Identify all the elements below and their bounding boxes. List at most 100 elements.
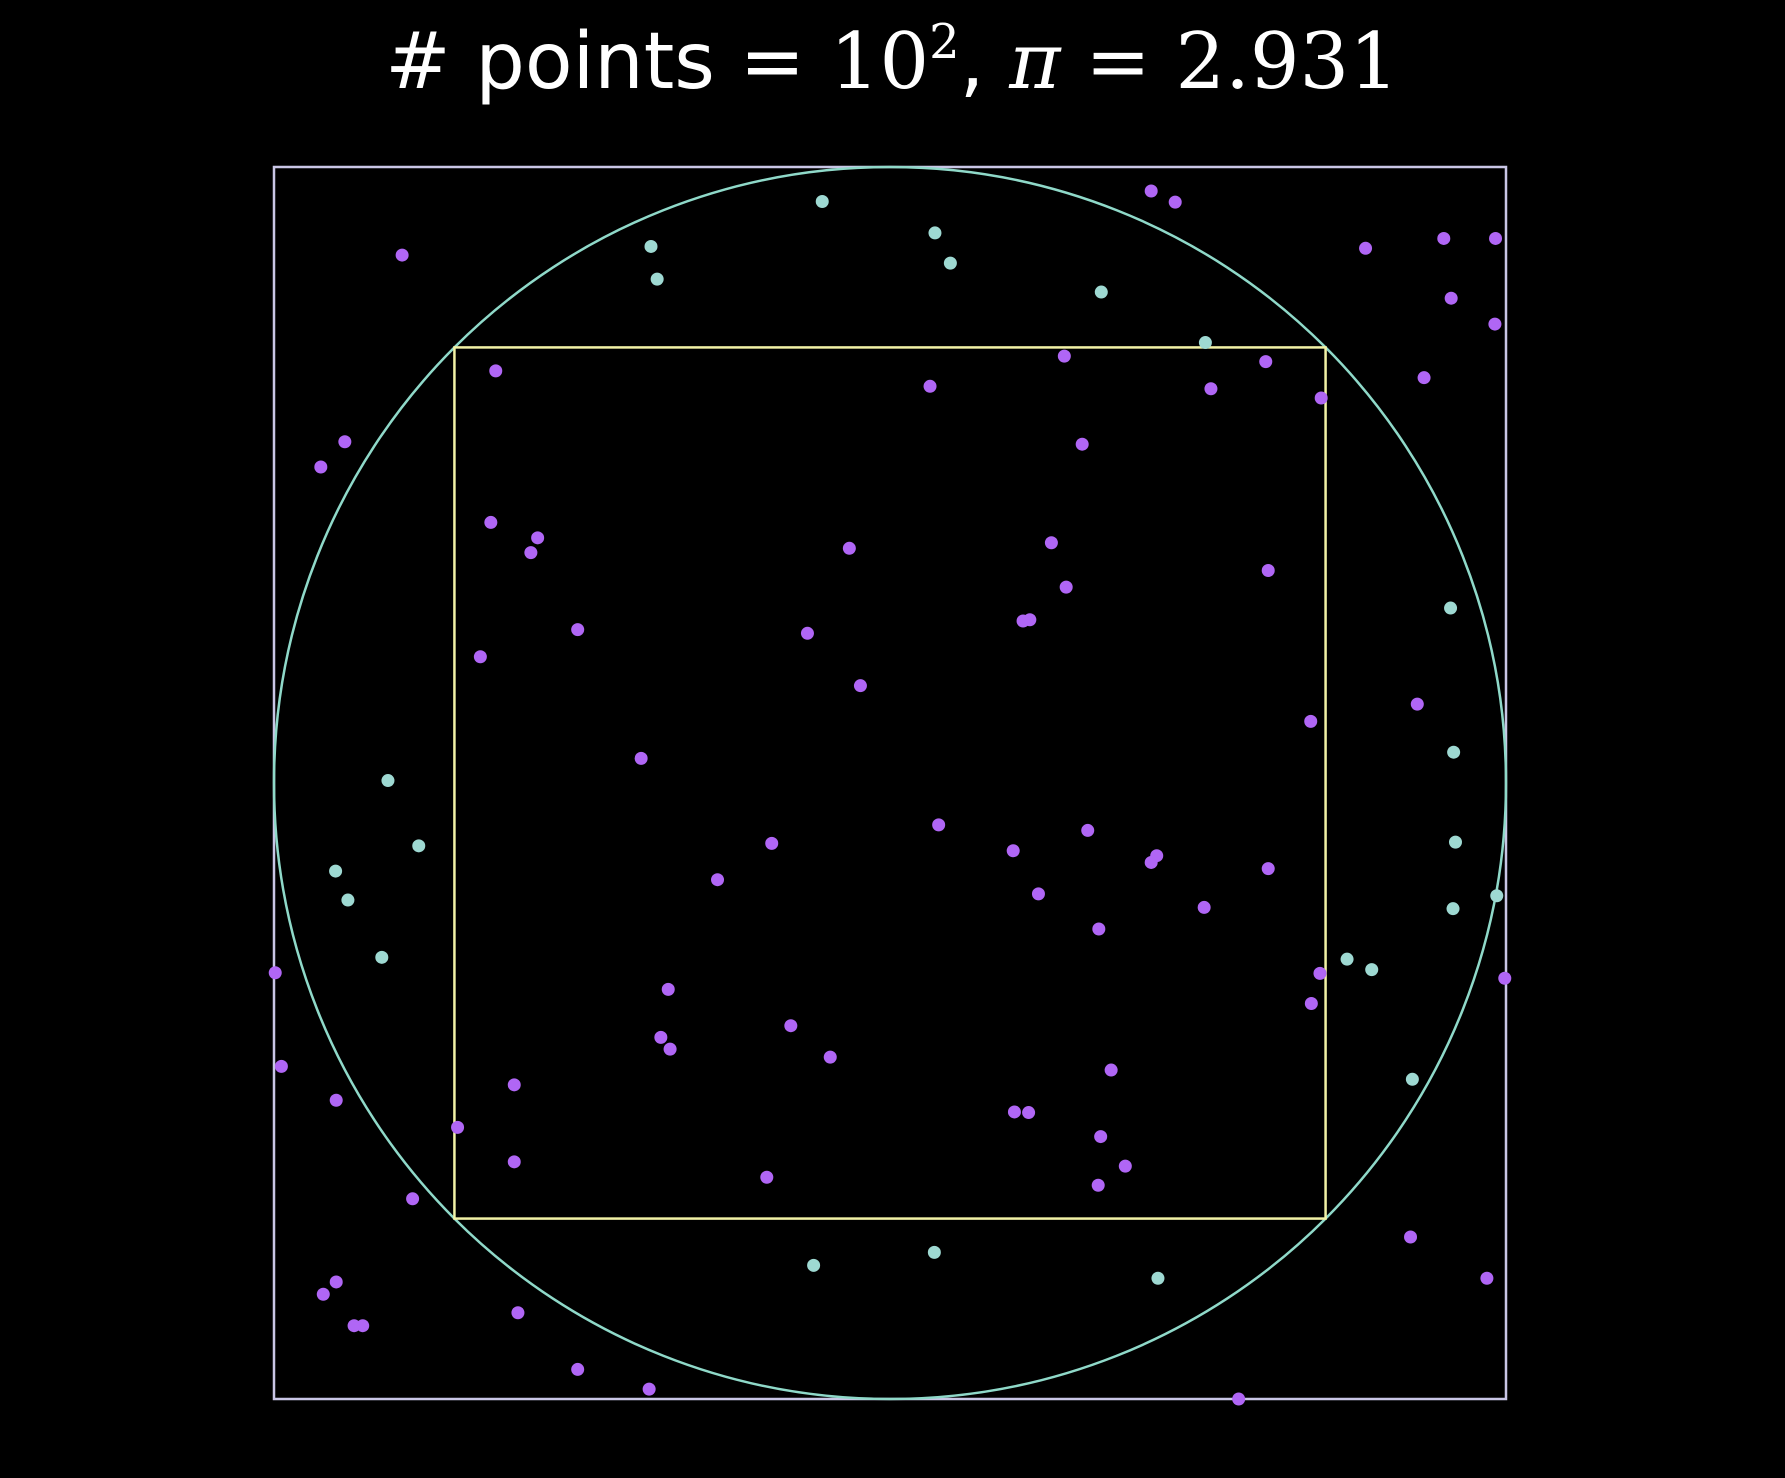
point-outside-69 xyxy=(329,1275,343,1289)
point-outside-15 xyxy=(1204,382,1218,396)
title-pi-symbol: π xyxy=(1008,17,1062,107)
point-outside-60 xyxy=(451,1120,465,1134)
point-inside-20 xyxy=(807,1258,821,1272)
point-outside-64 xyxy=(1091,1178,1105,1192)
point-inside-1 xyxy=(928,226,942,240)
point-outside-27 xyxy=(1059,580,1073,594)
point-outside-26 xyxy=(1044,536,1058,550)
point-inside-10 xyxy=(341,893,355,907)
point-outside-46 xyxy=(1313,966,1327,980)
point-outside-23 xyxy=(842,541,856,555)
point-outside-73 xyxy=(511,1306,525,1320)
point-inside-0 xyxy=(815,194,829,208)
point-outside-44 xyxy=(1261,862,1275,876)
point-outside-13 xyxy=(923,379,937,393)
point-outside-48 xyxy=(1498,971,1512,985)
point-outside-38 xyxy=(1081,823,1095,837)
point-outside-0 xyxy=(395,248,409,262)
point-outside-14 xyxy=(1075,437,1089,451)
point-outside-43 xyxy=(1092,922,1106,936)
title-separator: , xyxy=(960,17,1010,107)
title-base: 10 xyxy=(830,17,929,107)
point-inside-19 xyxy=(1405,1072,1419,1086)
point-inside-8 xyxy=(412,839,426,853)
point-outside-67 xyxy=(1404,1230,1418,1244)
point-outside-62 xyxy=(1094,1130,1108,1144)
point-outside-22 xyxy=(571,623,585,637)
point-outside-32 xyxy=(1410,697,1424,711)
point-outside-37 xyxy=(1006,844,1020,858)
point-outside-5 xyxy=(1489,231,1503,245)
point-outside-53 xyxy=(823,1050,837,1064)
point-outside-41 xyxy=(1031,887,1045,901)
point-outside-10 xyxy=(338,435,352,449)
points-layer xyxy=(268,184,1512,1406)
point-outside-59 xyxy=(507,1155,521,1169)
point-outside-29 xyxy=(1023,613,1037,627)
title-pi-value: 2.931 xyxy=(1175,17,1398,107)
point-outside-72 xyxy=(356,1319,370,1333)
point-outside-17 xyxy=(1259,355,1273,369)
point-outside-7 xyxy=(1488,317,1502,331)
point-inside-22 xyxy=(1151,1271,1165,1285)
point-outside-30 xyxy=(1261,563,1275,577)
point-inside-9 xyxy=(329,864,343,878)
point-outside-35 xyxy=(711,873,725,887)
point-outside-36 xyxy=(932,818,946,832)
point-outside-4 xyxy=(1437,231,1451,245)
point-outside-75 xyxy=(642,1382,656,1396)
point-outside-21 xyxy=(473,650,487,664)
point-inside-16 xyxy=(1490,889,1504,903)
point-inside-2 xyxy=(943,256,957,270)
point-outside-8 xyxy=(1417,371,1431,385)
point-outside-55 xyxy=(1104,1063,1118,1077)
point-outside-51 xyxy=(663,1042,677,1056)
point-outside-1 xyxy=(1144,184,1158,198)
point-outside-9 xyxy=(489,364,503,378)
point-inside-12 xyxy=(1444,601,1458,615)
point-inside-11 xyxy=(375,950,389,964)
point-outside-40 xyxy=(1150,849,1164,863)
title-exponent: 2 xyxy=(929,14,960,70)
point-outside-20 xyxy=(524,546,538,560)
point-outside-66 xyxy=(406,1192,420,1206)
point-outside-74 xyxy=(571,1362,585,1376)
point-outside-42 xyxy=(1197,900,1211,914)
title-prefix: # points = xyxy=(385,17,830,107)
point-outside-54 xyxy=(1007,1105,1021,1119)
point-inside-3 xyxy=(644,239,658,253)
point-outside-24 xyxy=(800,626,814,640)
point-outside-12 xyxy=(1057,349,1071,363)
point-inside-6 xyxy=(1198,336,1212,350)
point-outside-34 xyxy=(765,836,779,850)
point-outside-56 xyxy=(507,1078,521,1092)
point-outside-65 xyxy=(760,1170,774,1184)
point-outside-45 xyxy=(1304,997,1318,1011)
point-inside-4 xyxy=(650,272,664,286)
point-inside-21 xyxy=(927,1245,941,1259)
point-outside-25 xyxy=(853,679,867,693)
plot-area xyxy=(268,165,1512,1406)
point-outside-68 xyxy=(1480,1271,1494,1285)
point-inside-13 xyxy=(1447,745,1461,759)
chart-title: # points = 102, π = 2.931 xyxy=(385,14,1399,107)
point-outside-76 xyxy=(1232,1392,1246,1406)
point-outside-19 xyxy=(531,531,545,545)
point-outside-61 xyxy=(1022,1106,1036,1120)
point-outside-3 xyxy=(1359,241,1373,255)
point-outside-49 xyxy=(661,982,675,996)
point-outside-63 xyxy=(1118,1159,1132,1173)
point-inside-18 xyxy=(1365,963,1379,977)
point-outside-31 xyxy=(1304,714,1318,728)
point-outside-33 xyxy=(634,751,648,765)
point-outside-57 xyxy=(274,1059,288,1073)
point-outside-70 xyxy=(316,1287,330,1301)
title-equals: = xyxy=(1061,17,1176,107)
point-outside-52 xyxy=(784,1019,798,1033)
point-inside-7 xyxy=(381,774,395,788)
point-outside-11 xyxy=(314,460,328,474)
point-outside-2 xyxy=(1168,195,1182,209)
point-inside-14 xyxy=(1448,835,1462,849)
